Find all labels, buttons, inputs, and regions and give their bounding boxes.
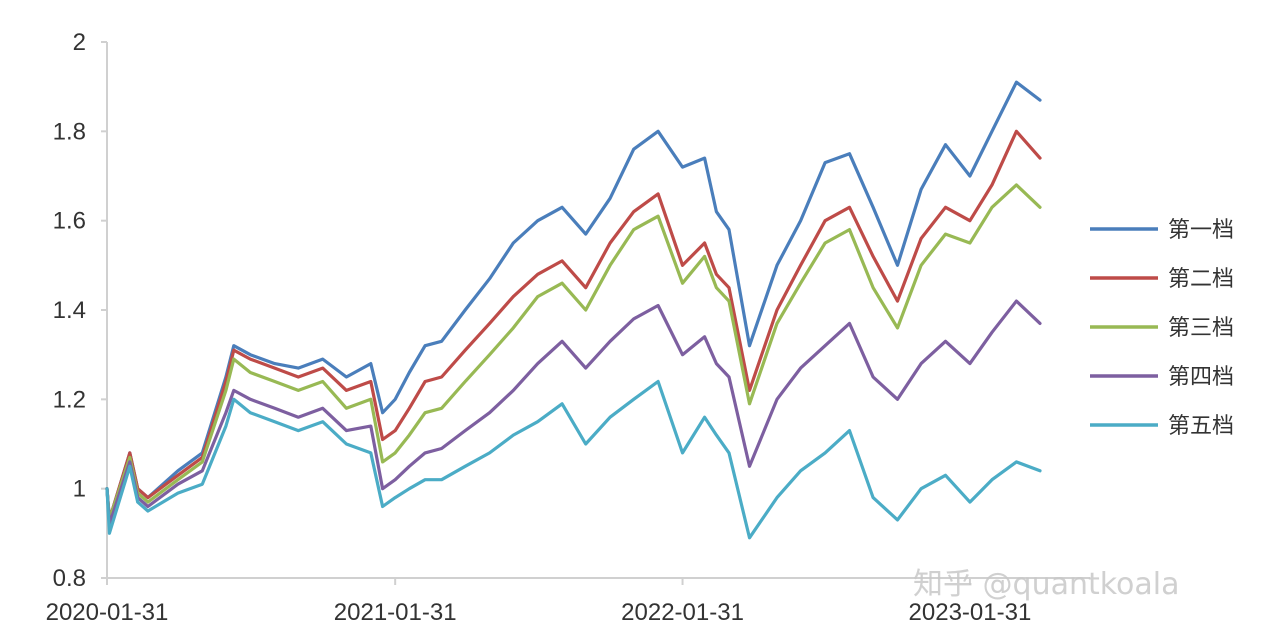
- series-line-2: [105, 129, 1042, 522]
- x-tick-label: 2022-01-31: [621, 599, 744, 626]
- x-tick-label: 2021-01-31: [334, 599, 457, 626]
- y-tick-label: 0.8: [53, 565, 86, 592]
- y-tick-label: 2: [73, 29, 86, 56]
- legend-label-5: 第五档: [1168, 414, 1234, 439]
- legend-label-2: 第二档: [1168, 267, 1234, 292]
- series-line-4: [105, 299, 1042, 527]
- series-line-1: [105, 80, 1042, 522]
- x-tick-label: 2020-01-31: [46, 599, 169, 626]
- y-tick-label: 1.4: [53, 297, 86, 324]
- series-lines: [105, 80, 1042, 540]
- axes: [106, 42, 1090, 579]
- y-axis-ticks: 0.8 1 1.2 1.4 1.6 1.8 2: [53, 29, 107, 592]
- x-tick-label: 2023-01-31: [909, 599, 1032, 626]
- x-axis-ticks: 2020-01-31 2021-01-31 2022-01-31 2023-01-31: [46, 578, 1032, 626]
- y-tick-label: 1.8: [53, 118, 86, 145]
- legend-label-4: 第四档: [1168, 365, 1234, 390]
- legend-label-1: 第一档: [1168, 218, 1234, 243]
- watermark: 知乎 @quantkoala: [913, 567, 1180, 602]
- y-tick-label: 1: [73, 476, 86, 503]
- legend-label-3: 第三档: [1168, 316, 1234, 341]
- y-tick-label: 1.6: [53, 208, 86, 235]
- series-line-5: [105, 379, 1042, 540]
- series-line-3: [105, 183, 1042, 522]
- y-tick-label: 1.2: [53, 386, 86, 413]
